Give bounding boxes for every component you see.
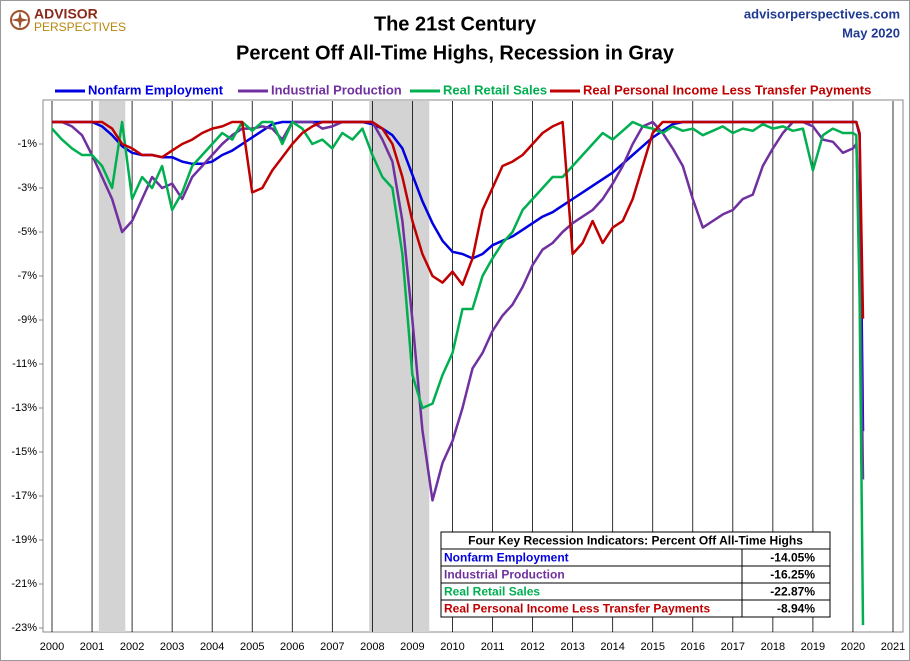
- legend-label: Nonfarm Employment: [88, 82, 224, 97]
- legend-label: Industrial Production: [271, 82, 402, 97]
- table-name: Real Personal Income Less Transfer Payme…: [444, 602, 710, 616]
- date: May 2020: [842, 25, 900, 40]
- x-tick-label: 2009: [400, 641, 424, 653]
- x-tick-label: 2002: [120, 641, 144, 653]
- x-tick-label: 2000: [40, 641, 64, 653]
- table-value: -16.25%: [770, 568, 815, 582]
- y-tick-label: -1%: [17, 138, 37, 150]
- y-tick-label: -3%: [17, 182, 37, 194]
- recession-band: [98, 101, 126, 632]
- recession-band: [369, 101, 430, 632]
- series-line: [52, 120, 865, 319]
- chart-subtitle: Percent Off All-Time Highs, Recession in…: [236, 42, 675, 64]
- table-value: -8.94%: [777, 602, 815, 616]
- y-tick-label: -9%: [17, 314, 37, 326]
- x-tick-label: 2005: [240, 641, 264, 653]
- table-value: -14.05%: [770, 551, 815, 565]
- y-tick-label: -17%: [11, 490, 37, 502]
- x-tick-label: 2001: [80, 641, 104, 653]
- y-tick-label: -15%: [11, 446, 37, 458]
- chart-title: The 21st Century: [374, 13, 537, 35]
- series-line: [51, 120, 865, 626]
- legend-label: Real Retail Sales: [443, 82, 547, 97]
- y-tick-label: -21%: [11, 578, 37, 590]
- site: advisorperspectives.com: [744, 6, 900, 21]
- x-tick-label: 2007: [320, 641, 344, 653]
- legend-label: Real Personal Income Less Transfer Payme…: [583, 82, 871, 97]
- x-tick-label: 2010: [440, 641, 464, 653]
- y-tick-label: -7%: [17, 270, 37, 282]
- y-tick-label: -5%: [17, 226, 37, 238]
- x-tick-label: 2015: [640, 641, 664, 653]
- x-tick-label: 2011: [481, 641, 505, 653]
- x-tick-label: 2006: [280, 641, 304, 653]
- x-tick-label: 2013: [560, 641, 584, 653]
- x-tick-label: 2014: [600, 641, 624, 653]
- table-name: Real Retail Sales: [444, 585, 540, 599]
- logo-icon: [10, 10, 30, 30]
- x-tick-label: 2020: [841, 641, 865, 653]
- x-tick-label: 2008: [360, 641, 384, 653]
- x-tick-label: 2018: [761, 641, 785, 653]
- table-name: Industrial Production: [444, 568, 565, 582]
- x-tick-label: 2016: [681, 641, 705, 653]
- table-name: Nonfarm Employment: [444, 551, 569, 565]
- table-value: -22.87%: [770, 585, 815, 599]
- y-tick-label: -11%: [12, 358, 37, 370]
- y-tick-label: -23%: [11, 622, 37, 634]
- x-tick-label: 2003: [160, 641, 184, 653]
- x-tick-label: 2019: [801, 641, 825, 653]
- y-tick-label: -19%: [11, 534, 37, 546]
- x-tick-label: 2012: [520, 641, 544, 653]
- x-tick-label: 2004: [200, 641, 224, 653]
- y-tick-label: -13%: [11, 402, 37, 414]
- brand: ADVISOR: [34, 6, 98, 22]
- table-row: [440, 599, 831, 618]
- x-tick-label: 2021: [881, 641, 905, 653]
- brand-sub: PERSPECTIVES: [34, 20, 126, 34]
- series-line: [52, 120, 865, 502]
- x-tick-label: 2017: [721, 641, 745, 653]
- table-title: Four Key Recession Indicators: Percent O…: [468, 534, 803, 548]
